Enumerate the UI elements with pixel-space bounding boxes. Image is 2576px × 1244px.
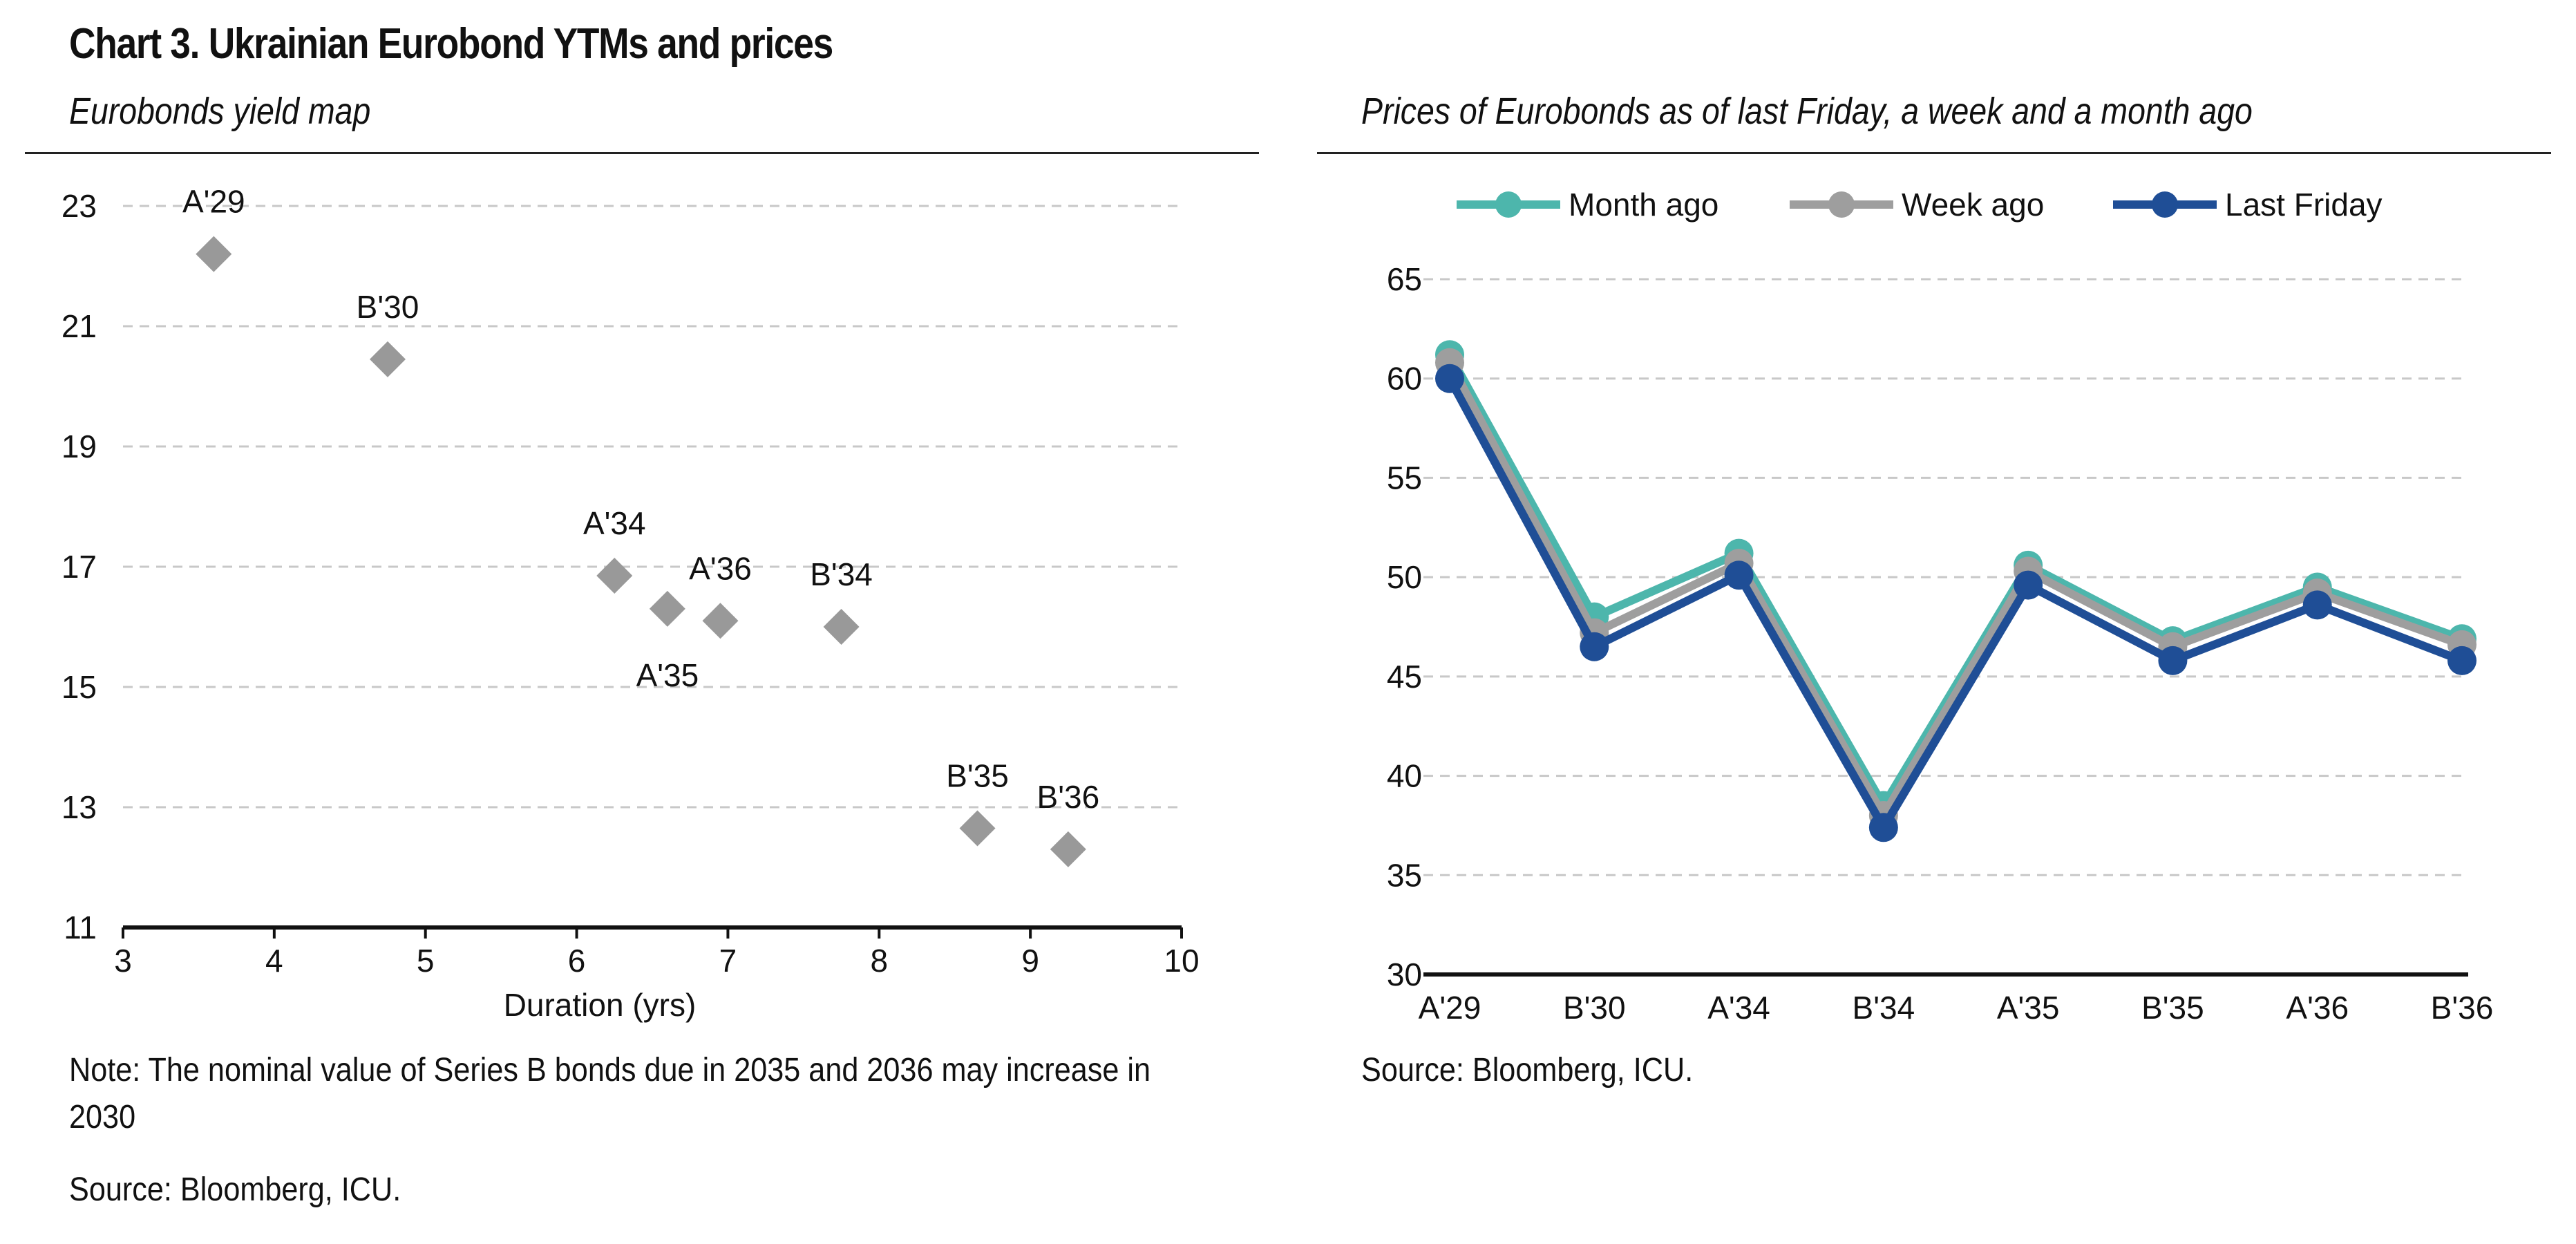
left-title-rule xyxy=(25,152,1259,154)
y-tick-label: 13 xyxy=(61,789,97,825)
data-label-a-35: A'35 xyxy=(636,657,699,693)
data-label-b-35: B'35 xyxy=(946,757,1009,793)
yield-map-title: Eurobonds yield map xyxy=(69,91,371,132)
x-tick-label: 5 xyxy=(417,943,435,979)
data-point-b-30 xyxy=(370,341,406,377)
legend-label-last-friday: Last Friday xyxy=(2225,187,2383,223)
page-title: Chart 3. Ukrainian Eurobond YTMs and pri… xyxy=(69,20,833,68)
y-tick-label: 15 xyxy=(61,669,97,705)
y-tick-label: 55 xyxy=(1387,460,1422,496)
prices-chart-source: Source: Bloomberg, ICU. xyxy=(1361,1052,1694,1088)
yield-map-source: Source: Bloomberg, ICU. xyxy=(69,1171,401,1208)
point-last-friday-a-34 xyxy=(1724,560,1754,590)
data-label-a-34: A'34 xyxy=(583,505,646,541)
legend-label-week-ago: Week ago xyxy=(1902,187,2044,223)
x-tick-label: B'36 xyxy=(2431,990,2494,1026)
x-tick-label: 3 xyxy=(114,943,132,979)
point-last-friday-a-29 xyxy=(1435,364,1464,393)
point-last-friday-a-35 xyxy=(2014,570,2043,600)
x-tick-label: 7 xyxy=(719,943,737,979)
data-point-a-35 xyxy=(649,590,685,627)
y-tick-label: 19 xyxy=(61,428,97,464)
legend-marker-week-ago xyxy=(1828,191,1855,218)
x-tick-label: 10 xyxy=(1164,943,1199,979)
x-tick-label: 4 xyxy=(265,943,283,979)
data-label-b-30: B'30 xyxy=(357,289,419,325)
data-label-b-36: B'36 xyxy=(1037,779,1100,815)
y-tick-label: 23 xyxy=(61,188,97,224)
data-label-a-29: A'29 xyxy=(182,184,245,220)
yield-map-note: Note: The nominal value of Series B bond… xyxy=(69,1052,1151,1135)
x-tick-label: A'35 xyxy=(1997,990,2060,1026)
point-last-friday-a-36 xyxy=(2302,590,2332,620)
y-tick-label: 17 xyxy=(61,549,97,585)
data-point-a-34 xyxy=(596,558,633,594)
series-line-last-friday xyxy=(1446,376,2464,832)
data-label-b-34: B'34 xyxy=(810,556,873,592)
data-point-b-35 xyxy=(959,810,996,847)
data-point-b-36 xyxy=(1050,831,1086,867)
x-tick-label: B'35 xyxy=(2141,990,2204,1026)
y-tick-label: 35 xyxy=(1387,857,1422,893)
data-point-b-34 xyxy=(823,609,860,645)
x-tick-label: 9 xyxy=(1021,943,1039,979)
legend-marker-last-friday xyxy=(2152,191,2178,218)
x-tick-label: 8 xyxy=(870,943,888,979)
prices-chart-title: Prices of Eurobonds as of last Friday, a… xyxy=(1361,91,2253,132)
data-point-a-29 xyxy=(196,236,232,272)
x-tick-label: B'30 xyxy=(1563,990,1626,1026)
x-tick-label: A'29 xyxy=(1419,990,1481,1026)
series-line-week-ago xyxy=(1446,360,2464,820)
legend-label-month-ago: Month ago xyxy=(1569,187,1718,223)
y-tick-label: 65 xyxy=(1387,261,1422,297)
y-tick-label: 50 xyxy=(1387,559,1422,595)
data-point-a-36 xyxy=(702,603,739,639)
y-tick-label: 40 xyxy=(1387,758,1422,794)
x-tick-label: A'34 xyxy=(1707,990,1770,1026)
x-tick-label: B'34 xyxy=(1853,990,1915,1026)
x-tick-label: A'36 xyxy=(2286,990,2349,1026)
y-tick-label: 21 xyxy=(61,308,97,344)
legend-marker-month-ago xyxy=(1495,191,1522,218)
x-axis-title: Duration (yrs) xyxy=(504,987,697,1023)
point-last-friday-b-34 xyxy=(1868,813,1898,842)
point-last-friday-b-30 xyxy=(1580,632,1609,661)
y-tick-label: 45 xyxy=(1387,659,1422,695)
x-tick-label: 6 xyxy=(568,943,586,979)
right-title-rule xyxy=(1317,152,2551,154)
point-last-friday-b-36 xyxy=(2447,645,2476,675)
data-label-a-36: A'36 xyxy=(689,550,752,586)
y-tick-label: 30 xyxy=(1387,956,1422,992)
y-tick-label: 11 xyxy=(64,910,97,945)
point-last-friday-b-35 xyxy=(2158,645,2188,675)
y-tick-label: 60 xyxy=(1387,361,1422,397)
